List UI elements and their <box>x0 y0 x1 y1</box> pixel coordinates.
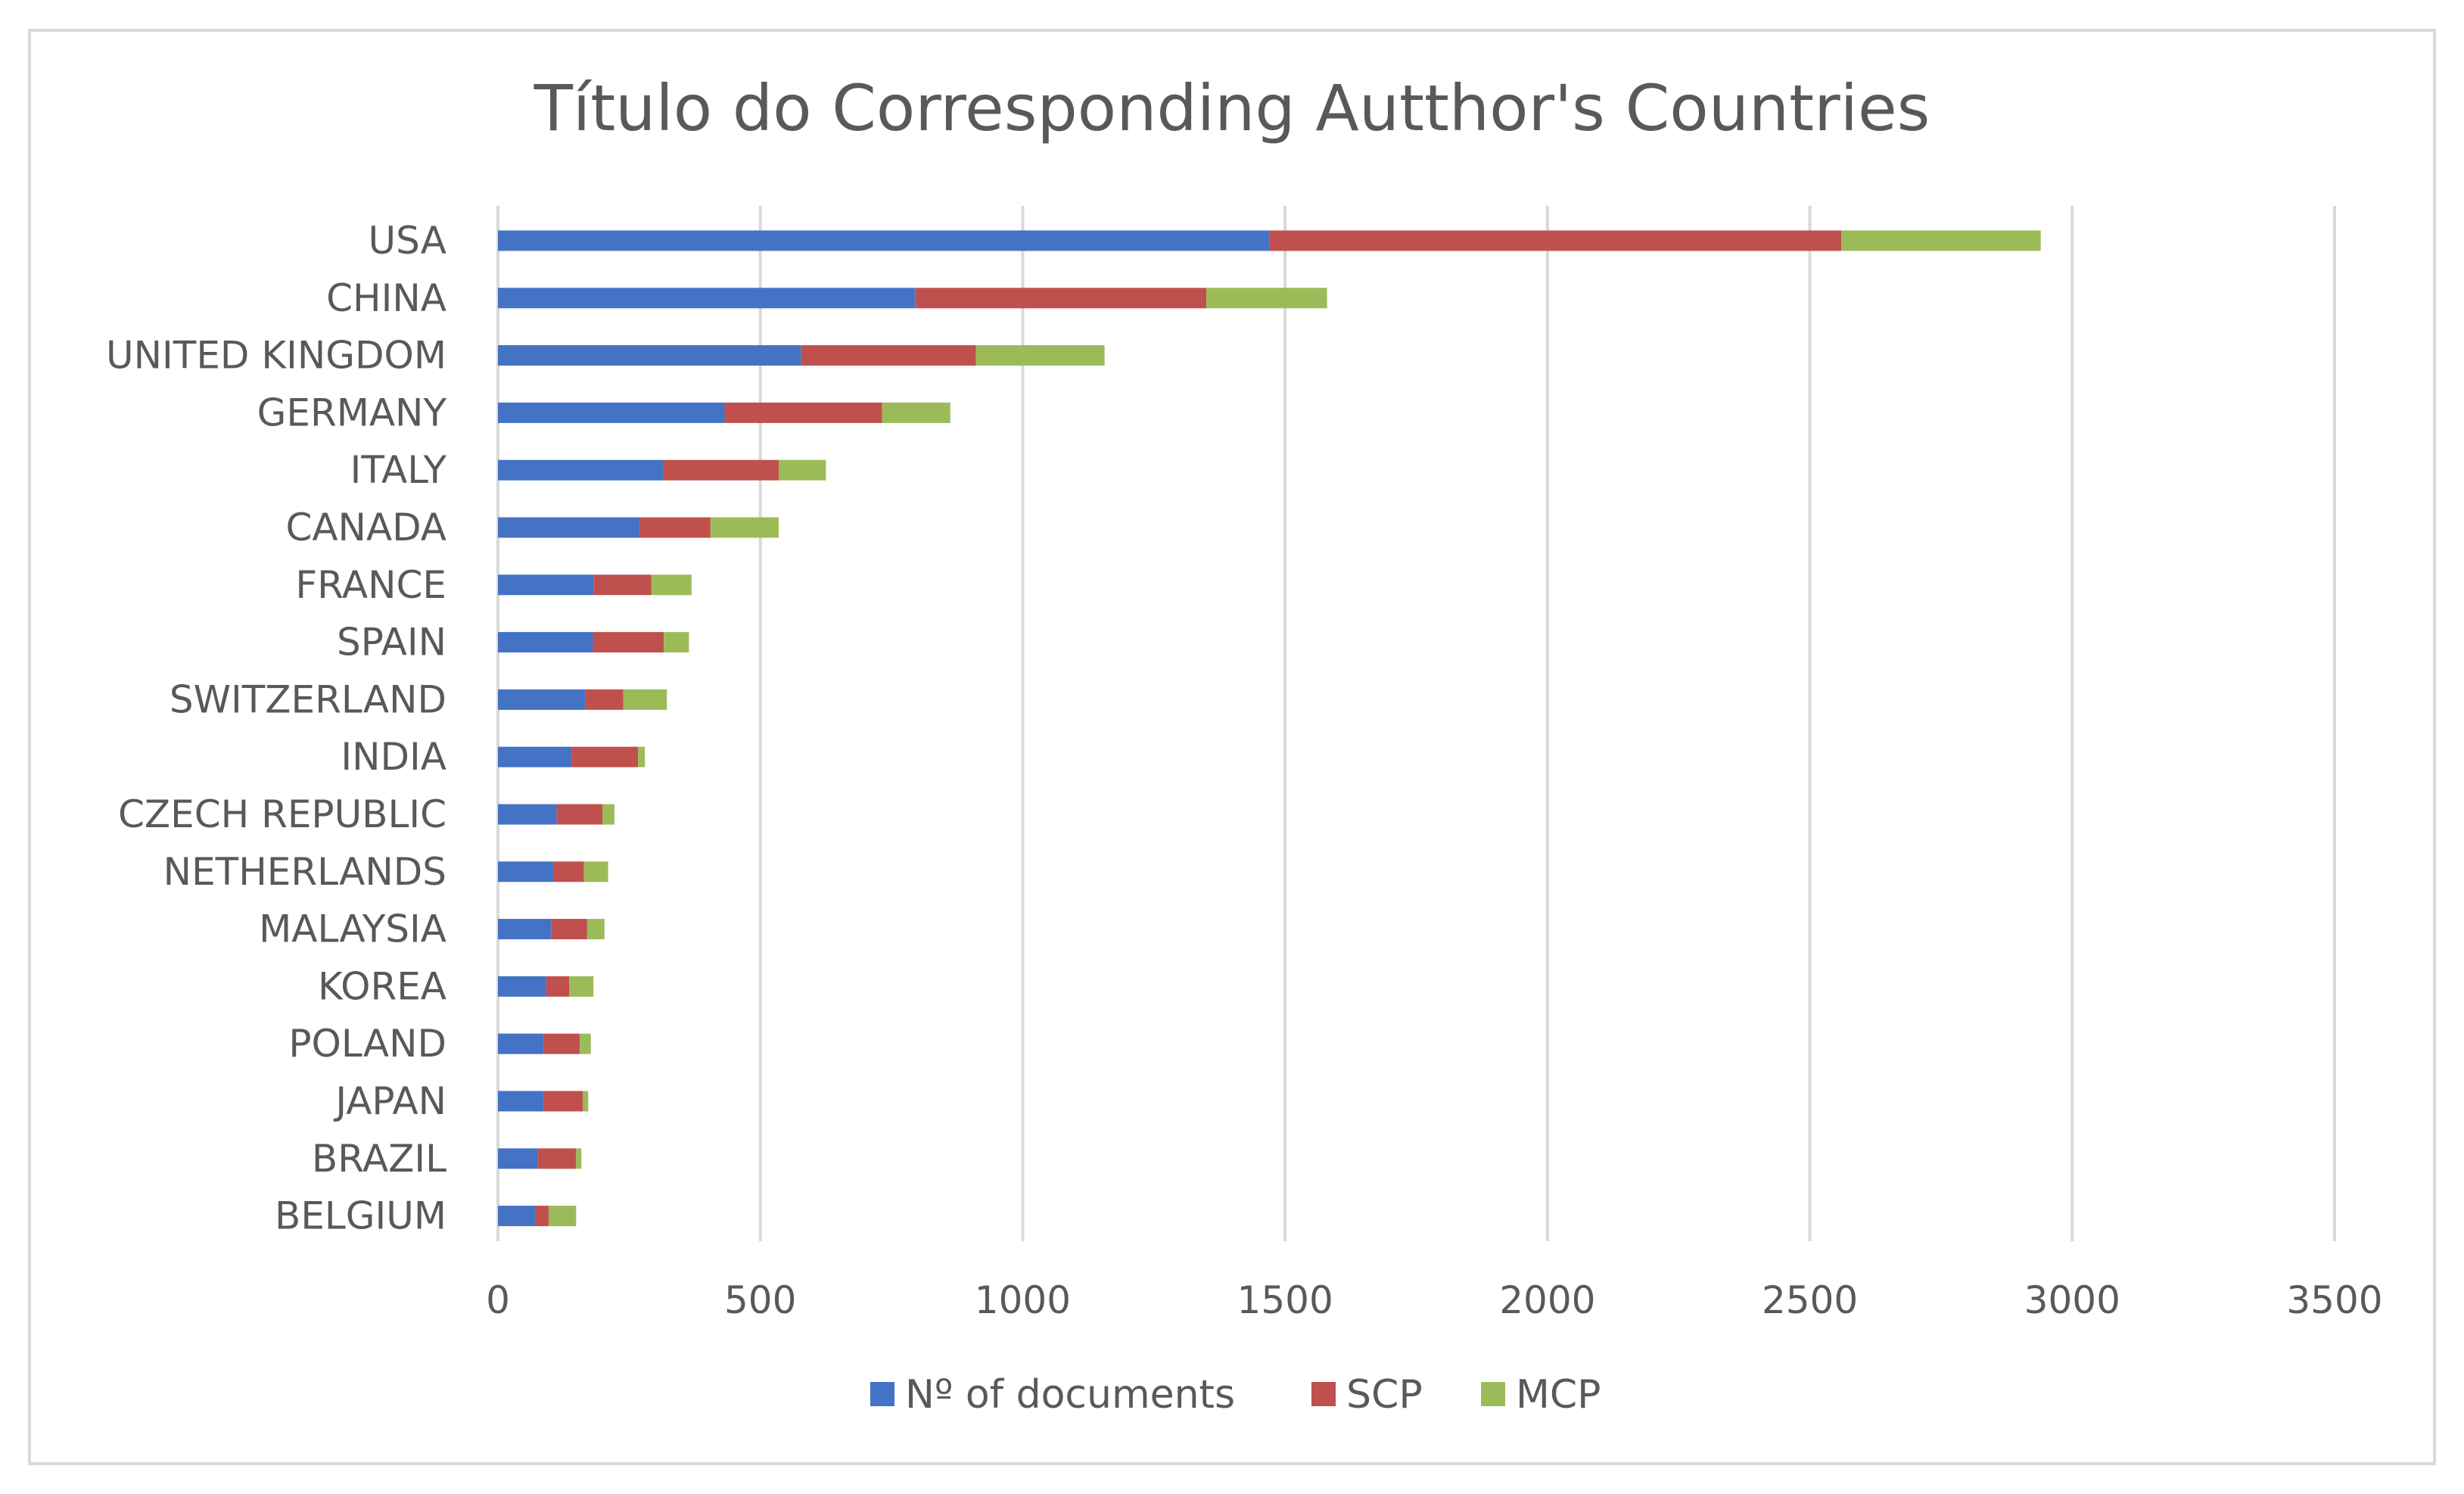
bar-segment-documents <box>498 689 586 710</box>
bar-segment-documents <box>498 976 546 997</box>
bar-segment-mcp <box>569 976 594 997</box>
category-label: NETHERLANDS <box>163 850 446 894</box>
x-tick-label: 2000 <box>1499 1278 1595 1322</box>
bar-segment-documents <box>498 574 594 596</box>
category-label: KOREA <box>318 964 446 1008</box>
x-tick-label: 2500 <box>1762 1278 1858 1322</box>
bar-segment-mcp <box>602 804 614 825</box>
category-label: SPAIN <box>337 621 446 665</box>
legend-swatch <box>870 1382 894 1406</box>
category-label: POLAND <box>288 1022 446 1066</box>
bar-segment-scp <box>593 574 652 596</box>
bar-segment-documents <box>498 517 640 538</box>
bars <box>498 230 2041 1227</box>
bar-segment-documents <box>498 632 593 653</box>
bar-segment-scp <box>543 1033 580 1054</box>
x-tick-label: 500 <box>724 1278 796 1322</box>
bar-segment-documents <box>498 345 801 366</box>
bar-segment-mcp <box>664 632 689 653</box>
category-label: JAPAN <box>333 1079 446 1123</box>
legend-label: SCP <box>1346 1372 1423 1418</box>
legend-swatch <box>1481 1382 1505 1406</box>
bar-segment-scp <box>535 1206 549 1227</box>
bar-segment-scp <box>724 402 882 423</box>
category-label: USA <box>369 219 446 263</box>
bar-segment-scp <box>801 345 976 366</box>
chart-frame <box>28 29 2436 1465</box>
bar-segment-documents <box>498 288 916 309</box>
bar-segment-scp <box>556 804 602 825</box>
bar-segment-mcp <box>583 861 608 882</box>
bar-segment-mcp <box>623 689 667 710</box>
bar-segment-documents <box>498 459 664 481</box>
bar-segment-scp <box>663 459 779 481</box>
bar-segment-documents <box>498 861 554 882</box>
bar-segment-documents <box>498 1033 544 1054</box>
bar-segment-documents <box>498 1206 536 1227</box>
gridlines <box>496 206 2336 1241</box>
category-label: ITALY <box>350 448 447 492</box>
bar-segment-mcp <box>975 345 1105 366</box>
bar-segment-documents <box>498 919 552 940</box>
bar-segment-mcp <box>583 1091 589 1112</box>
category-label: CANADA <box>285 506 446 549</box>
category-label: BRAZIL <box>312 1137 446 1181</box>
bar-segment-documents <box>498 804 557 825</box>
category-labels: USA CHINA UNITED KINGDOM GERMANY ITALY CANADA… <box>106 219 446 1238</box>
category-label: CZECH REPUBLIC <box>118 792 446 836</box>
category-label: GERMANY <box>257 391 447 434</box>
bar-segment-scp <box>553 861 584 882</box>
bar-segment-scp <box>551 919 587 940</box>
x-axis-tick-labels: 0 500 1000 1500 2000 2500 3000 3500 <box>486 1278 2383 1322</box>
bar-segment-mcp <box>580 1033 591 1054</box>
bar-segment-documents <box>498 402 725 423</box>
bar-segment-mcp <box>638 746 646 767</box>
bar-segment-mcp <box>576 1148 582 1169</box>
bar-segment-mcp <box>778 459 826 481</box>
category-label: BELGIUM <box>275 1194 446 1238</box>
bar-segment-mcp <box>651 574 692 596</box>
bar-segment-scp <box>546 976 570 997</box>
category-label: INDIA <box>341 735 446 779</box>
bar-segment-scp <box>639 517 711 538</box>
legend-label: Nº of documents <box>905 1372 1235 1418</box>
legend: Nº of documents SCP MCP <box>870 1372 1601 1418</box>
category-label: SWITZERLAND <box>170 677 446 721</box>
legend-label: MCP <box>1516 1372 1601 1418</box>
bar-segment-mcp <box>1206 288 1327 309</box>
category-label: CHINA <box>326 276 446 320</box>
bar-segment-mcp <box>710 517 779 538</box>
bar-segment-scp <box>543 1091 583 1112</box>
bar-segment-scp <box>537 1148 577 1169</box>
x-tick-label: 1500 <box>1237 1278 1333 1322</box>
chart-title: Título do Corresponding Autthor's Countr… <box>534 71 1930 145</box>
bar-segment-documents <box>498 746 572 767</box>
category-label: UNITED KINGDOM <box>106 334 446 378</box>
category-label: FRANCE <box>295 563 446 607</box>
bar-segment-mcp <box>882 402 950 423</box>
bar-segment-documents <box>498 230 1270 251</box>
x-tick-label: 1000 <box>975 1278 1071 1322</box>
legend-swatch <box>1311 1382 1336 1406</box>
bar-segment-mcp <box>549 1206 577 1227</box>
bar-segment-documents <box>498 1091 544 1112</box>
x-tick-label: 3000 <box>2024 1278 2120 1322</box>
bar-segment-documents <box>498 1148 538 1169</box>
bar-segment-scp <box>585 689 624 710</box>
bar-segment-scp <box>1269 230 1842 251</box>
bar-segment-mcp <box>586 919 605 940</box>
x-tick-label: 3500 <box>2286 1278 2382 1322</box>
bar-segment-scp <box>915 288 1207 309</box>
x-tick-label: 0 <box>486 1278 510 1322</box>
bar-segment-scp <box>593 632 664 653</box>
category-label: MALAYSIA <box>259 907 446 951</box>
bar-segment-mcp <box>1841 230 2041 251</box>
bar-segment-scp <box>571 746 639 767</box>
